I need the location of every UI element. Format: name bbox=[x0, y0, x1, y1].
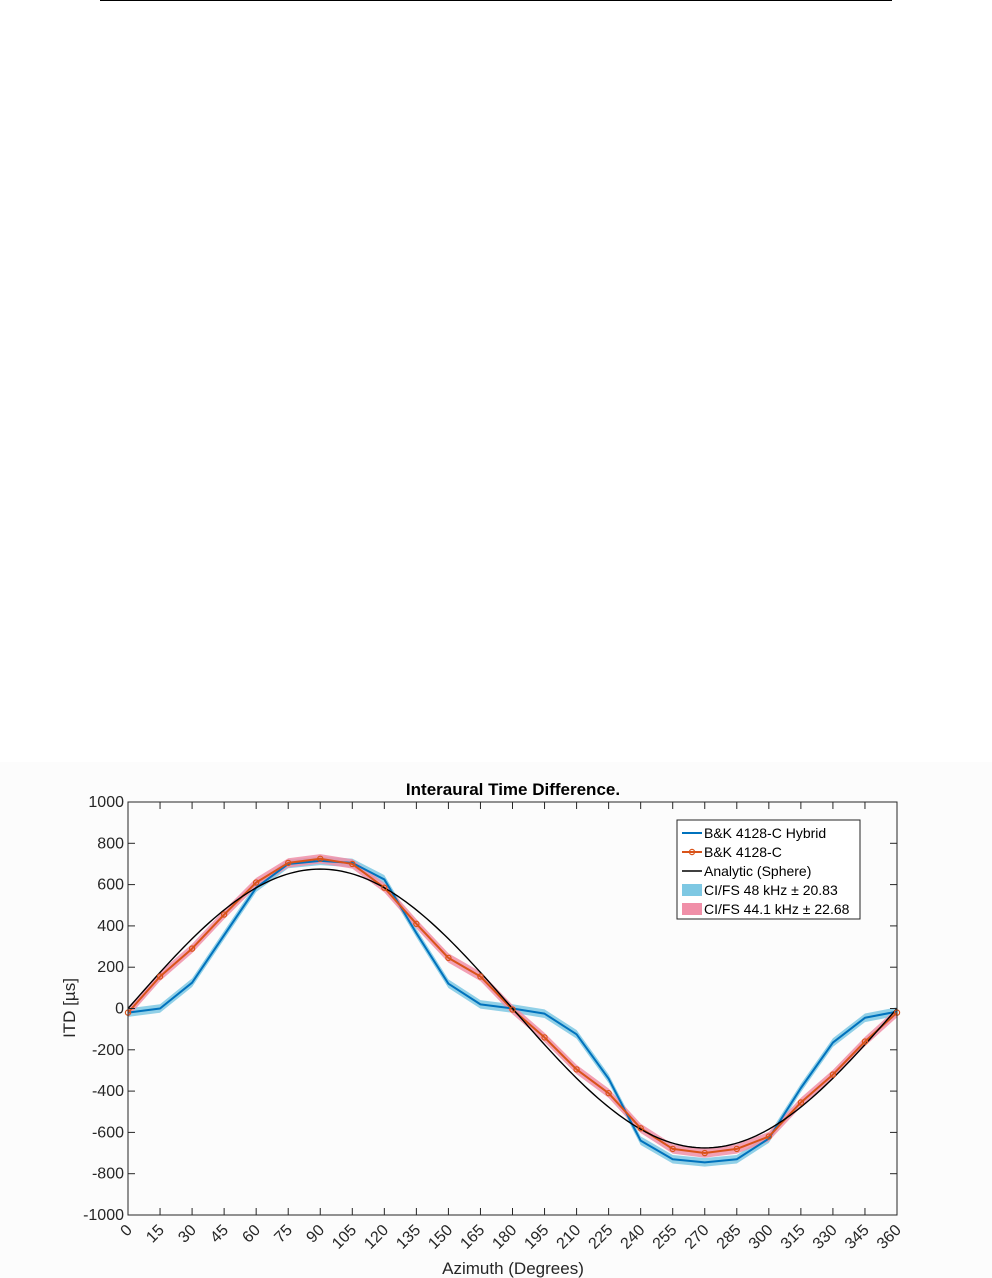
marker-b-k-4128-c-195 bbox=[541, 1034, 548, 1041]
y-tick-label-200: 200 bbox=[97, 959, 124, 976]
x-tick-label-315: 315 bbox=[778, 1222, 809, 1253]
marker-b-k-4128-c-330 bbox=[829, 1071, 837, 1078]
x-axis-label: Azimuth (Degrees) bbox=[442, 1259, 584, 1278]
x-tick-label-0: 0 bbox=[118, 1222, 136, 1240]
marker-b-k-4128-c-285 bbox=[733, 1145, 740, 1153]
y-tick-label-600: 600 bbox=[97, 877, 124, 894]
y-tick-label--800: -800 bbox=[92, 1166, 124, 1183]
legend-marker-b-k-4128-c bbox=[688, 848, 696, 856]
x-tick-label-195: 195 bbox=[521, 1222, 552, 1253]
marker-b-k-4128-c-105 bbox=[349, 860, 356, 868]
x-tick-label-360: 360 bbox=[874, 1222, 905, 1253]
x-tick-label-150: 150 bbox=[425, 1222, 456, 1253]
legend-label-b-k-4128-c: B&K 4128-C bbox=[704, 844, 782, 860]
marker-b-k-4128-c-75 bbox=[285, 859, 292, 867]
marker-b-k-4128-c-45 bbox=[220, 911, 228, 918]
marker-b-k-4128-c-210 bbox=[573, 1066, 580, 1073]
y-tick-label-800: 800 bbox=[97, 835, 124, 852]
marker-b-k-4128-c-90 bbox=[317, 855, 324, 862]
marker-b-k-4128-c-255 bbox=[669, 1145, 676, 1153]
x-tick-label-45: 45 bbox=[207, 1222, 232, 1247]
x-tick-label-270: 270 bbox=[682, 1222, 713, 1253]
legend: B&K 4128-C Hybrid B&K 4128-C Analytic (Sph… bbox=[676, 819, 861, 920]
band-ci-fs-44-1-khz-22-68 bbox=[128, 854, 897, 1158]
marker-b-k-4128-c-165 bbox=[477, 973, 484, 980]
marker-b-k-4128-c-315 bbox=[797, 1099, 805, 1106]
legend-box bbox=[676, 819, 861, 920]
y-tick-labels: 1000 800 600 400 200 0 -200 -400 -600 -800 -1000 bbox=[83, 794, 124, 1224]
y-tick-label--600: -600 bbox=[92, 1124, 124, 1141]
marker-b-k-4128-c-270 bbox=[701, 1149, 708, 1157]
x-tick-label-120: 120 bbox=[361, 1222, 392, 1253]
marker-b-k-4128-c-150 bbox=[445, 954, 452, 962]
x-tick-label-180: 180 bbox=[489, 1222, 520, 1253]
x-tick-label-165: 165 bbox=[457, 1222, 488, 1253]
y-tick-label--1000: -1000 bbox=[83, 1207, 124, 1224]
x-tick-label-285: 285 bbox=[714, 1222, 745, 1253]
marker-b-k-4128-c-135 bbox=[413, 920, 420, 928]
y-tick-label-0: 0 bbox=[115, 1001, 124, 1018]
x-tick-label-240: 240 bbox=[618, 1222, 649, 1253]
marker-b-k-4128-c-30 bbox=[188, 945, 196, 952]
chart-title: Interaural Time Difference. bbox=[406, 780, 620, 799]
marker-b-k-4128-c-180 bbox=[509, 1006, 516, 1013]
legend-label-b-k-4128-c-hybrid: B&K 4128-C Hybrid bbox=[704, 825, 826, 841]
marker-b-k-4128-c-120 bbox=[381, 884, 388, 891]
legend-label-analytic-sphere: Analytic (Sphere) bbox=[704, 863, 811, 879]
y-tick-label-1000: 1000 bbox=[88, 794, 124, 811]
x-tick-label-255: 255 bbox=[650, 1222, 681, 1253]
marker-b-k-4128-c-345 bbox=[861, 1038, 869, 1045]
x-tick-label-345: 345 bbox=[842, 1222, 873, 1253]
x-tick-label-15: 15 bbox=[143, 1222, 168, 1247]
y-tick-label--400: -400 bbox=[92, 1083, 124, 1100]
marker-b-k-4128-c-15 bbox=[156, 973, 164, 980]
marker-b-k-4128-c-240 bbox=[637, 1125, 644, 1132]
page-top-rule bbox=[100, 0, 892, 1]
x-tick-label-135: 135 bbox=[393, 1222, 424, 1253]
legend-swatch-ci-fs-44-1-khz-22-68 bbox=[682, 903, 702, 915]
x-tick-label-210: 210 bbox=[554, 1222, 585, 1253]
axis-ticks bbox=[127, 801, 898, 1216]
series-markers bbox=[124, 855, 901, 1157]
x-tick-label-60: 60 bbox=[239, 1222, 264, 1247]
x-tick-label-90: 90 bbox=[303, 1222, 328, 1247]
x-tick-label-300: 300 bbox=[746, 1222, 777, 1253]
marker-b-k-4128-c-225 bbox=[605, 1089, 612, 1097]
legend-label-ci-fs-48-khz-20-83: CI/FS 48 kHz ± 20.83 bbox=[704, 882, 838, 898]
y-axis-label: ITD [µs] bbox=[60, 978, 79, 1038]
x-tick-label-30: 30 bbox=[175, 1222, 200, 1247]
x-tick-label-225: 225 bbox=[586, 1222, 617, 1253]
line-analytic-sphere bbox=[127, 868, 898, 1149]
legend-label-ci-fs-44-1-khz-22-68: CI/FS 44.1 kHz ± 22.68 bbox=[704, 901, 850, 917]
x-tick-label-330: 330 bbox=[810, 1222, 841, 1253]
x-tick-label-75: 75 bbox=[271, 1222, 296, 1247]
marker-b-k-4128-c-60 bbox=[252, 879, 260, 886]
y-tick-label--200: -200 bbox=[92, 1042, 124, 1059]
x-tick-labels: 0 15 30 45 60 75 90 105 120 135 150 165 180 195 210 225… bbox=[118, 1222, 905, 1253]
x-tick-label-105: 105 bbox=[329, 1222, 360, 1253]
legend-swatch-ci-fs-48-khz-20-83 bbox=[682, 884, 702, 896]
marker-b-k-4128-c-300 bbox=[765, 1133, 773, 1140]
y-tick-label-400: 400 bbox=[97, 918, 124, 935]
